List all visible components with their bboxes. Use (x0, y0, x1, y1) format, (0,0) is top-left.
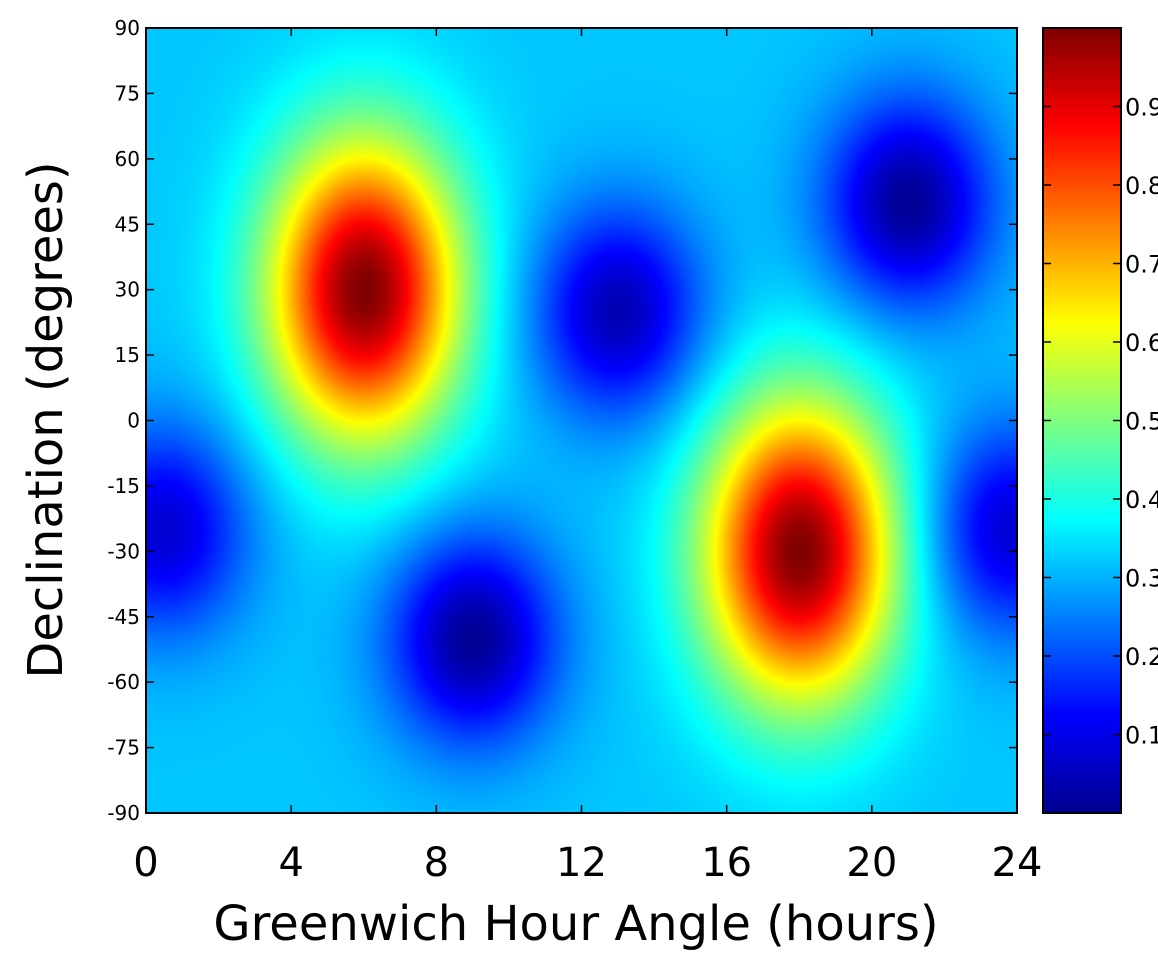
y-tick-label: 75 (115, 81, 140, 105)
y-tick-label: 45 (115, 212, 140, 236)
x-axis-label: Greenwich Hour Angle (hours) (213, 896, 938, 952)
colorbar-tick-label: 0.6 (1125, 329, 1158, 357)
x-tick-label: 12 (556, 840, 607, 886)
colorbar-ticks: 0.9 0.8 0.7 0.6 0.5 0.4 0.3 0.2 0.1 (1043, 94, 1158, 750)
x-tick-label: 16 (701, 840, 752, 886)
y-tick-label: 0 (127, 409, 140, 433)
colorbar-tick-label: 0.5 (1125, 408, 1158, 436)
x-tick-label: 0 (133, 840, 158, 886)
y-tick-label: -45 (107, 605, 140, 629)
x-axis-ticks: 0 4 8 12 16 20 24 (133, 28, 1042, 886)
x-tick-label: 20 (846, 840, 897, 886)
y-tick-label: 90 (115, 16, 140, 40)
colorbar-gradient (1043, 28, 1121, 813)
y-tick-label: -60 (107, 670, 140, 694)
x-tick-label: 4 (278, 840, 303, 886)
colorbar-tick-label: 0.1 (1125, 722, 1158, 750)
y-axis-ticks: 90 75 60 45 30 15 0 -15 -30 -45 -60 -75 -90 (107, 16, 1017, 825)
y-tick-label: 15 (115, 343, 140, 367)
x-tick-label: 24 (992, 840, 1043, 886)
colorbar-tick-label: 0.9 (1125, 94, 1158, 122)
colorbar-tick-label: 0.8 (1125, 172, 1158, 200)
y-tick-label: -75 (107, 736, 140, 760)
y-tick-label: -30 (107, 539, 140, 563)
colorbar-tick-label: 0.7 (1125, 251, 1158, 279)
y-tick-label: 30 (115, 278, 140, 302)
heatmap-canvas-holder (146, 28, 1017, 813)
plot-area (145, 27, 1018, 814)
colorbar: 0.9 0.8 0.7 0.6 0.5 0.4 0.3 0.2 0.1 (1042, 27, 1158, 814)
colorbar-tick-label: 0.3 (1125, 565, 1158, 593)
y-tick-label: 60 (115, 147, 140, 171)
colorbar-tick-label: 0.4 (1125, 486, 1158, 514)
y-tick-label: -15 (107, 474, 140, 498)
y-tick-label: -90 (107, 801, 140, 825)
y-axis-label: Declination (degrees) (18, 161, 74, 678)
heatmap-canvas (146, 28, 1017, 813)
colorbar-tick-label: 0.2 (1125, 643, 1158, 671)
x-tick-label: 8 (424, 840, 449, 886)
